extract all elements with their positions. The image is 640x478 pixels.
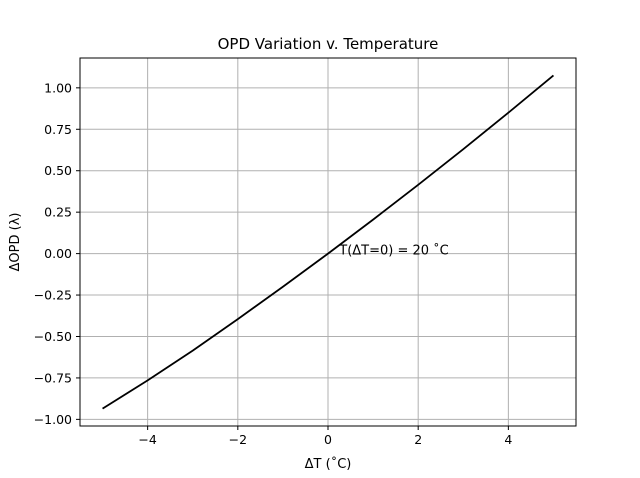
- series-line: [102, 74, 555, 410]
- y-tick-label: −0.75: [34, 370, 72, 385]
- y-tick-label: 0.75: [44, 122, 72, 137]
- y-tick-label: −0.50: [34, 329, 72, 344]
- reference-temperature-annotation: T(ΔT=0) = 20 ˚C: [338, 243, 449, 259]
- x-tick-label: 2: [414, 432, 422, 447]
- y-tick-label: −0.25: [34, 288, 72, 303]
- series-layer: [102, 74, 555, 410]
- y-tick-label: 0.50: [44, 163, 72, 178]
- x-axis-ticks: −4 −2 0 2 4: [138, 426, 512, 447]
- y-tick-label: 0.25: [44, 205, 72, 220]
- grid: [80, 58, 576, 426]
- y-axis-label: ΔOPD (λ): [8, 213, 23, 272]
- chart-title: OPD Variation v. Temperature: [218, 35, 439, 53]
- y-tick-label: 0.00: [44, 246, 72, 261]
- y-axis-ticks: −1.00 −0.75 −0.50 −0.25 0.00 0.25 0.50 0.75 1.00: [34, 80, 80, 427]
- annotations: T(ΔT=0) = 20 ˚C: [338, 243, 449, 259]
- y-tick-label: 1.00: [44, 80, 72, 95]
- x-tick-label: 4: [504, 432, 512, 447]
- x-tick-label: −4: [138, 432, 156, 447]
- y-tick-label: −1.00: [34, 412, 72, 427]
- x-axis-label: ΔT (˚C): [305, 456, 352, 472]
- x-tick-label: −2: [229, 432, 247, 447]
- x-tick-label: 0: [324, 432, 332, 447]
